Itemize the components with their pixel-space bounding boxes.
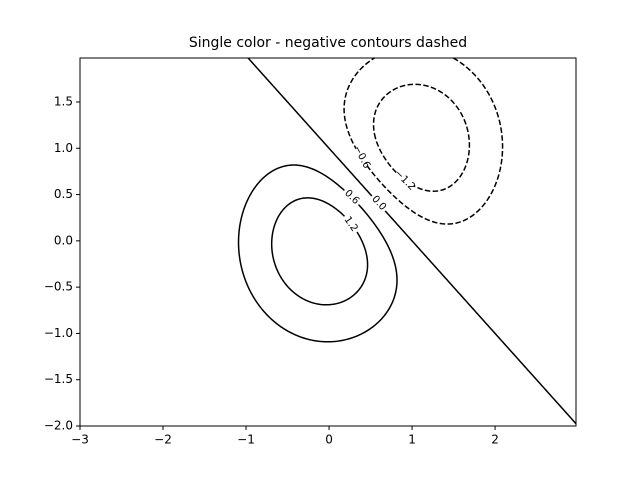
label-gap	[352, 145, 372, 169]
label-gap	[394, 169, 416, 191]
x-tick-label: 1	[408, 433, 416, 447]
y-tick-label: −0.5	[44, 280, 73, 294]
y-tick-label: 0.0	[54, 233, 73, 247]
contour-line	[247, 58, 576, 425]
contour-line	[270, 197, 369, 306]
y-tick-label: −1.5	[44, 372, 73, 386]
chart-title: Single color - negative contours dashed	[189, 35, 467, 51]
y-tick-label: 0.5	[54, 187, 73, 201]
axes-frame	[79, 57, 577, 427]
x-tick-label: 2	[491, 433, 499, 447]
y-tick-label: −1.0	[44, 326, 73, 340]
x-tick-label: −1	[237, 433, 255, 447]
contour-label: −1.2	[392, 168, 417, 193]
label-gap	[368, 192, 390, 214]
contour-line	[237, 164, 398, 343]
contour-line	[372, 83, 471, 192]
contour-label: −0.6	[351, 144, 372, 171]
y-tick-label: 1.5	[54, 94, 73, 108]
x-tick-label: −2	[154, 433, 172, 447]
contours	[237, 58, 576, 425]
contour-line	[343, 58, 504, 225]
contour-labels: −1.2−0.60.00.61.2	[341, 144, 417, 236]
label-gap	[341, 212, 361, 236]
y-tick-label: −2.0	[44, 419, 73, 433]
y-tick-label: 1.0	[54, 141, 73, 155]
x-tick-label: −3	[71, 433, 89, 447]
label-gap	[341, 186, 363, 208]
x-tick-label: 0	[325, 433, 333, 447]
